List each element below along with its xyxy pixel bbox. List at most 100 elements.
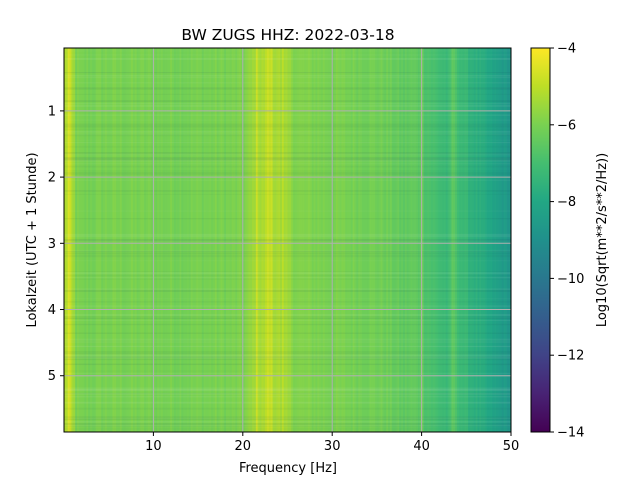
heatmap-column	[134, 48, 138, 432]
heatmap-column	[250, 48, 253, 432]
heatmap-column	[67, 48, 71, 432]
heatmap-column	[503, 48, 507, 432]
heatmap-column	[104, 48, 108, 432]
heatmap-column	[216, 48, 220, 432]
heatmap-column	[153, 48, 156, 432]
heatmap-column	[399, 48, 402, 432]
heatmap-column	[354, 48, 358, 432]
heatmap-column	[226, 48, 229, 432]
heatmap-column	[125, 48, 128, 432]
heatmap-column	[123, 48, 127, 432]
heatmap-time-band	[64, 152, 511, 154]
heatmap-column	[91, 48, 95, 432]
heatmap-column	[456, 48, 460, 432]
heatmap-time-band	[64, 50, 511, 51]
heatmap-time-band	[64, 388, 511, 391]
heatmap-column	[449, 48, 452, 432]
y-axis-label: Lokalzeit (UTC + 1 Stunde)	[25, 152, 40, 327]
heatmap-time-band	[64, 157, 511, 160]
heatmap-column	[376, 48, 380, 432]
heatmap-time-band	[64, 341, 511, 342]
heatmap-time-band	[64, 345, 511, 348]
heatmap-time-band	[64, 126, 511, 128]
heatmap-column	[253, 48, 257, 432]
heatmap-column	[86, 48, 89, 432]
heatmap-column	[240, 48, 244, 432]
heatmap-time-band	[64, 355, 511, 357]
y-tick-label: 4	[48, 303, 56, 318]
heatmap-time-band	[64, 233, 511, 236]
heatmap-column	[477, 48, 480, 432]
heatmap-time-band	[64, 357, 511, 358]
heatmap-column	[492, 48, 495, 432]
heatmap-time-band	[64, 170, 511, 172]
x-tick-label: 10	[145, 439, 162, 454]
heatmap-column	[114, 48, 117, 432]
heatmap-column	[436, 48, 439, 432]
heatmap-column	[417, 48, 421, 432]
heatmap-time-band	[64, 372, 511, 374]
heatmap-column	[356, 48, 359, 432]
heatmap-column	[384, 48, 387, 432]
heatmap-column	[82, 48, 86, 432]
heatmap-column	[177, 48, 181, 432]
heatmap-column	[484, 48, 488, 432]
heatmap-time-band	[64, 82, 511, 84]
heatmap-column	[369, 48, 372, 432]
heatmap-column	[283, 48, 287, 432]
x-tick-label: 40	[413, 439, 430, 454]
heatmap-time-band	[64, 357, 511, 359]
heatmap-column	[291, 48, 294, 432]
heatmap-column	[378, 48, 382, 432]
heatmap-column	[237, 48, 240, 432]
heatmap-column	[315, 48, 318, 432]
y-tick-label: 1	[48, 104, 56, 119]
heatmap-column	[300, 48, 303, 432]
heatmap-column	[293, 48, 296, 432]
y-tick-label: 3	[48, 237, 56, 252]
heatmap-column	[473, 48, 477, 432]
x-axis-label: Frequency [Hz]	[239, 461, 337, 476]
heatmap-time-band	[64, 129, 511, 130]
heatmap-column	[425, 48, 428, 432]
heatmap-time-band	[64, 146, 511, 148]
heatmap-time-band	[64, 57, 511, 60]
heatmap-column	[453, 48, 456, 432]
heatmap-column	[172, 48, 175, 432]
heatmap-column	[218, 48, 222, 432]
heatmap-column	[505, 48, 508, 432]
heatmap-time-band	[64, 152, 511, 155]
heatmap-time-band	[64, 316, 511, 319]
heatmap-column	[347, 48, 350, 432]
heatmap-column	[231, 48, 235, 432]
heatmap-column	[341, 48, 344, 432]
heatmap-column	[93, 48, 97, 432]
heatmap-column	[95, 48, 99, 432]
heatmap-time-band	[64, 358, 511, 361]
heatmap-column	[397, 48, 400, 432]
heatmap-time-band	[64, 165, 511, 168]
heatmap-column	[188, 48, 192, 432]
x-tick-label: 50	[503, 439, 520, 454]
heatmap-column	[75, 48, 78, 432]
heatmap-time-band	[64, 102, 511, 105]
heatmap-column	[274, 48, 277, 432]
heatmap-column	[157, 48, 160, 432]
heatmap-column	[367, 48, 371, 432]
heatmap-column	[486, 48, 490, 432]
colorbar-label: Log10(Sqrt(m**2/s**2/Hz))	[595, 153, 610, 327]
heatmap-column	[419, 48, 423, 432]
heatmap-column	[358, 48, 361, 432]
heatmap-column	[164, 48, 168, 432]
heatmap-column	[129, 48, 132, 432]
heatmap-time-band	[64, 333, 511, 334]
heatmap-column	[440, 48, 443, 432]
colorbar-tick-label: −14	[557, 426, 584, 441]
heatmap-column	[475, 48, 479, 432]
heatmap-column	[257, 48, 261, 432]
heatmap-column	[259, 48, 263, 432]
heatmap-column	[410, 48, 413, 432]
heatmap-column	[389, 48, 393, 432]
heatmap-column	[294, 48, 298, 432]
heatmap-column	[222, 48, 225, 432]
